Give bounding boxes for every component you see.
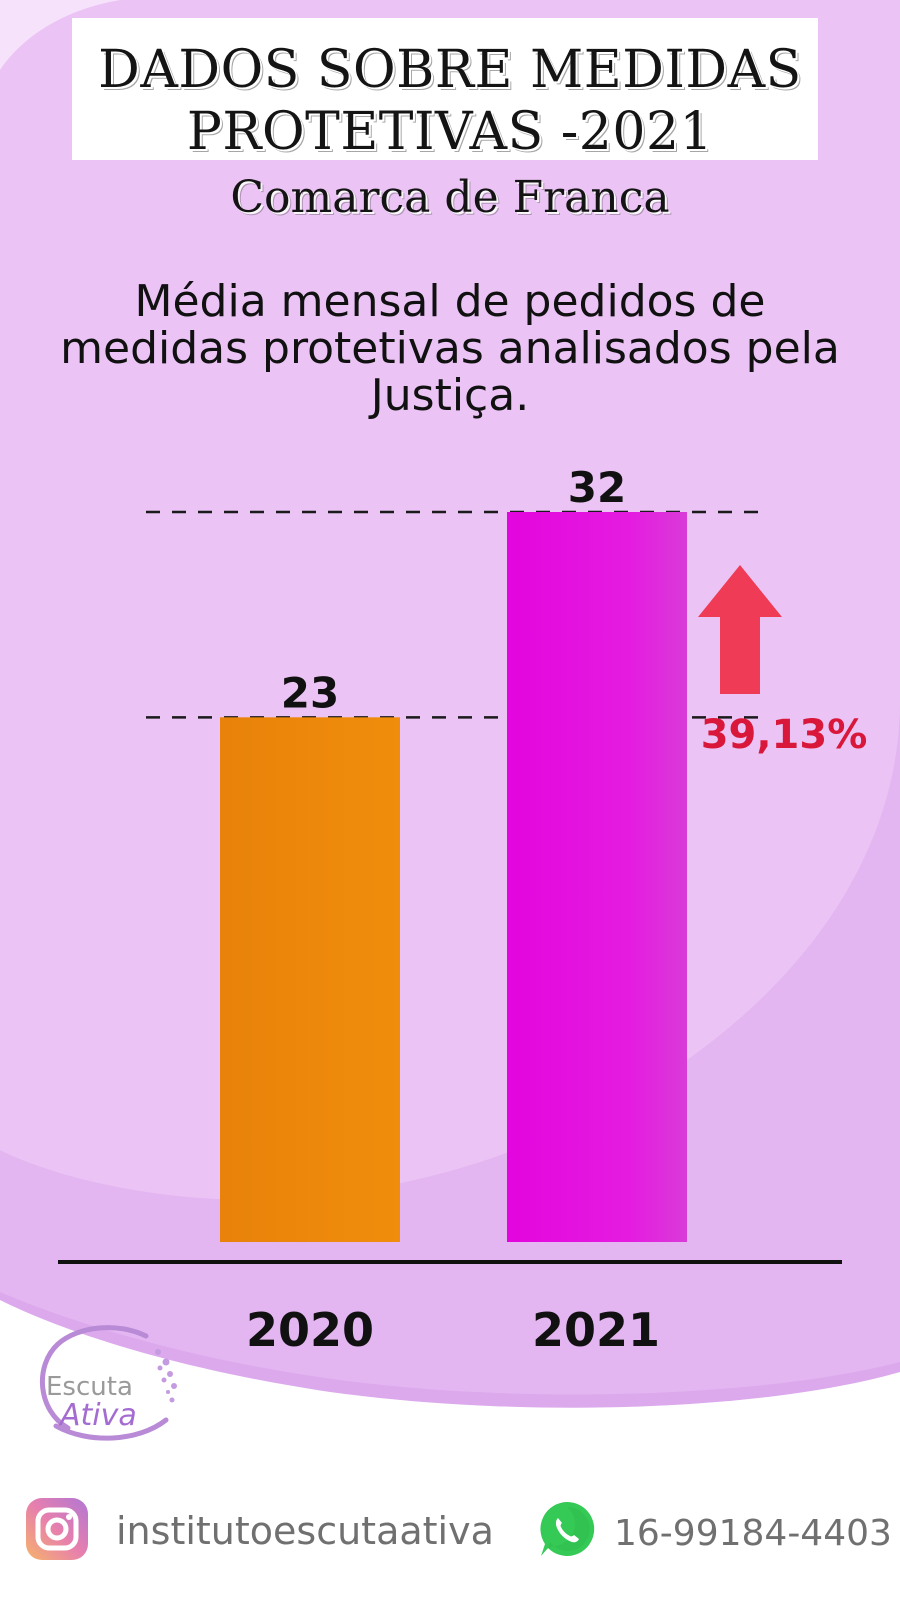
- title-line-2: PROTETIVAS -2021: [186, 102, 714, 162]
- phone-number[interactable]: 16-99184-4403: [614, 1513, 892, 1554]
- logo-word-ativa: Ativa: [60, 1398, 137, 1433]
- title-box: [72, 18, 818, 160]
- data-label-2020: 23: [281, 668, 339, 717]
- chart-title: Média mensal de pedidos de medidas prote…: [60, 276, 840, 421]
- x-tick-2020: 2020: [246, 1303, 374, 1357]
- data-label-2021: 32: [568, 463, 626, 512]
- x-tick-2021: 2021: [532, 1303, 660, 1357]
- percent-change-label: 39,13%: [701, 712, 868, 758]
- escuta-ativa-logo: [39, 1325, 177, 1441]
- arrow-up-icon: [698, 565, 782, 694]
- logo-word-escuta: Escuta: [46, 1372, 133, 1402]
- instagram-icon: [26, 1498, 88, 1560]
- bar-2021: [507, 512, 687, 1242]
- whatsapp-icon: [540, 1501, 595, 1556]
- subtitle: Comarca de Franca: [230, 172, 670, 223]
- change-annotation: 39,13%: [698, 565, 867, 758]
- title-line-1: DADOS SOBRE MEDIDAS: [98, 40, 802, 100]
- bar-2020: [220, 717, 400, 1242]
- instagram-handle[interactable]: institutoescutaativa: [116, 1509, 494, 1553]
